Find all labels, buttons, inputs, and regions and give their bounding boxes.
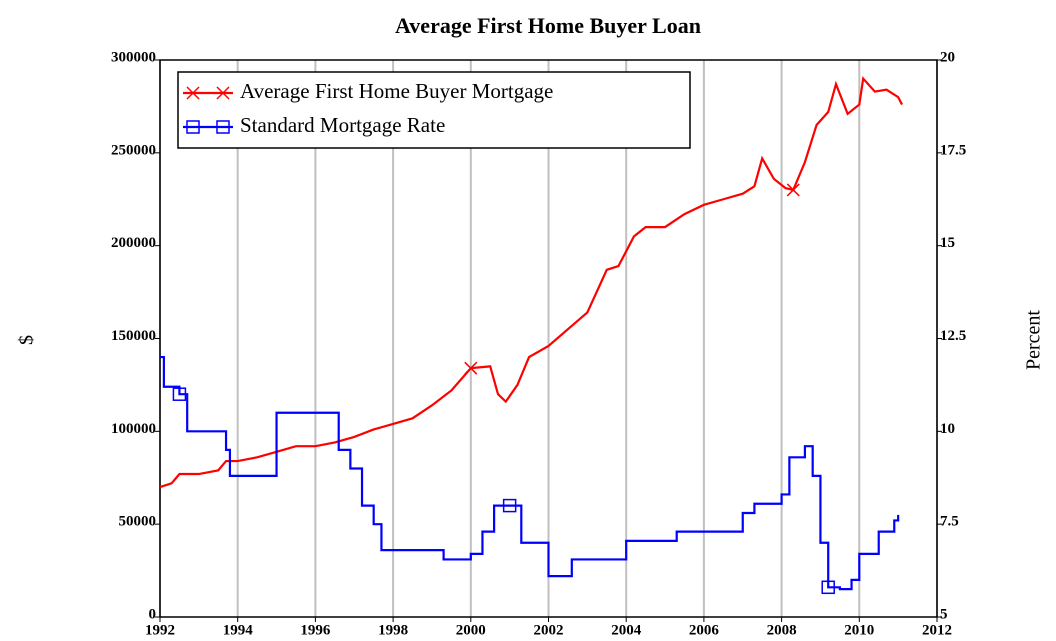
marker [216, 86, 230, 100]
y-tick-label: 50000 [119, 514, 157, 530]
y-tick-label: 250000 [111, 142, 156, 158]
legend-label: Standard Mortgage Rate [240, 113, 445, 137]
legend-label: Average First Home Buyer Mortgage [240, 79, 553, 103]
marker [464, 361, 478, 375]
y-tick-label: 0 [149, 606, 157, 622]
x-tick-label: 2004 [611, 622, 642, 638]
y-tick-label: 200000 [111, 235, 156, 251]
y2-tick-label: 7.5 [940, 514, 959, 530]
x-tick-label: 2008 [767, 622, 797, 638]
marker [821, 580, 835, 595]
y2-axis-label: Percent [1023, 310, 1045, 370]
x-tick-label: 2010 [844, 622, 874, 638]
x-tick-label: 2006 [689, 622, 720, 638]
series-line [159, 76, 904, 489]
marker [186, 120, 200, 134]
x-tick-label: 1996 [300, 622, 331, 638]
y2-tick-label: 17.5 [940, 142, 966, 158]
x-tick-label: 2012 [922, 622, 952, 638]
x-tick-label: 1992 [145, 622, 175, 638]
marker [502, 498, 517, 513]
marker [172, 387, 187, 401]
x-tick-label: 2000 [456, 622, 486, 638]
legend: Average First Home Buyer Mortgage Standar… [177, 71, 691, 149]
y2-tick-label: 15 [940, 235, 955, 251]
x-tick-label: 1998 [378, 622, 408, 638]
x-tick-label: 1994 [223, 622, 254, 638]
y2-tick-label: 20 [940, 49, 955, 65]
chart-title: Average First Home Buyer Loan [395, 13, 701, 38]
marker [186, 86, 200, 100]
plot-frame [159, 59, 938, 618]
y-axis-label: $ [16, 335, 38, 345]
marker [216, 120, 230, 134]
marker [786, 183, 800, 197]
y2-tick-label: 10 [940, 421, 955, 437]
y-tick-label: 300000 [111, 49, 156, 65]
y2-tick-label: 5 [940, 606, 948, 622]
series-line [160, 355, 900, 591]
y-tick-label: 150000 [111, 328, 156, 344]
y2-tick-label: 12.5 [940, 328, 966, 344]
y-tick-label: 100000 [111, 421, 156, 437]
legend-box [177, 71, 691, 149]
x-tick-label: 2002 [534, 622, 564, 638]
